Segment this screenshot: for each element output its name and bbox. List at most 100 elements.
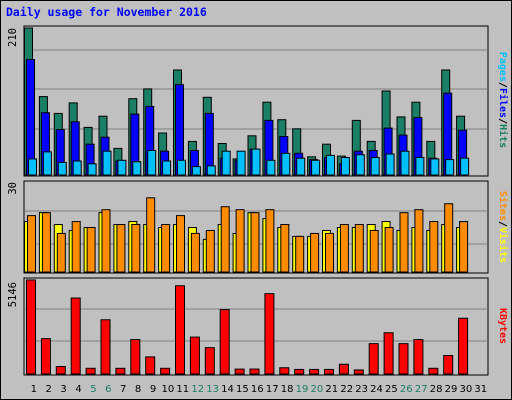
x-tick-label: 31 bbox=[474, 384, 487, 395]
pages-bar bbox=[221, 150, 231, 176]
x-tick-label: 29 bbox=[445, 384, 458, 395]
x-tick-label: 1 bbox=[31, 384, 37, 395]
kbytes-bar bbox=[264, 293, 275, 375]
sites-bar bbox=[250, 212, 260, 273]
x-tick-label: 24 bbox=[370, 384, 383, 395]
x-tick-label: 28 bbox=[430, 384, 443, 395]
x-tick-label: 16 bbox=[251, 384, 264, 395]
kbytes-bar bbox=[368, 343, 379, 375]
kbytes-bar bbox=[40, 338, 51, 375]
legend-label: KBytes bbox=[497, 308, 508, 344]
pages-bar bbox=[28, 158, 37, 176]
sites-bar bbox=[354, 224, 364, 273]
sites-bar bbox=[27, 215, 36, 273]
kbytes-bar bbox=[115, 367, 126, 375]
kbytes-bar bbox=[443, 355, 454, 375]
kbytes-bar bbox=[234, 368, 245, 375]
x-tick-label: 10 bbox=[162, 384, 175, 395]
pages-bar bbox=[57, 161, 67, 176]
sites-bar bbox=[429, 221, 439, 273]
kbytes-bar bbox=[279, 367, 290, 375]
sites-bar bbox=[176, 215, 185, 273]
sites-bar bbox=[101, 209, 111, 273]
sites-bar bbox=[86, 227, 96, 273]
kbytes-bar bbox=[100, 319, 111, 375]
pages-bar bbox=[72, 160, 82, 176]
sites-bar bbox=[41, 212, 51, 273]
x-tick-label: 13 bbox=[206, 384, 219, 395]
sites-bar bbox=[220, 206, 230, 273]
x-tick-label: 27 bbox=[415, 384, 428, 395]
pages-bar bbox=[87, 163, 97, 176]
sites-bar bbox=[71, 221, 81, 273]
pages-bar bbox=[42, 151, 52, 176]
pages-bar bbox=[445, 159, 455, 176]
pages-bar bbox=[400, 150, 410, 176]
legend-label: Pages/Files/Hits bbox=[497, 52, 509, 148]
kbytes-bar bbox=[324, 368, 334, 375]
pages-bar bbox=[370, 157, 380, 176]
y-max-label: 5146 bbox=[7, 282, 19, 307]
kbytes-bar bbox=[309, 368, 320, 375]
x-tick-label: 3 bbox=[60, 384, 66, 395]
pages-bar bbox=[102, 150, 112, 176]
sites-bar bbox=[265, 209, 275, 273]
sites-bar bbox=[310, 232, 320, 273]
sites-bar bbox=[399, 212, 409, 273]
pages-bar bbox=[460, 157, 470, 176]
pages-bar bbox=[355, 154, 365, 176]
sites-bar bbox=[116, 224, 126, 273]
sites-bar bbox=[235, 209, 245, 273]
chart-title: Daily usage for November 2016 bbox=[6, 5, 207, 19]
x-tick-label: 14 bbox=[221, 384, 234, 395]
pages-bar bbox=[251, 148, 261, 176]
sites-bar bbox=[339, 224, 349, 273]
pages-bar bbox=[311, 159, 321, 176]
x-tick-label: 18 bbox=[281, 384, 294, 395]
pages-bar bbox=[430, 158, 440, 176]
kbytes-bar bbox=[458, 317, 469, 375]
kbytes-bar bbox=[26, 279, 36, 375]
pages-bar bbox=[281, 152, 291, 176]
sites-bar bbox=[295, 235, 305, 273]
sites-bar bbox=[459, 221, 469, 273]
sites-bar bbox=[444, 203, 454, 273]
pages-bar bbox=[206, 165, 216, 176]
sites-bar bbox=[414, 209, 424, 273]
sites-bar bbox=[131, 224, 141, 273]
kbytes-bar bbox=[204, 347, 215, 375]
sites-bar bbox=[146, 197, 156, 273]
x-tick-label: 19 bbox=[296, 384, 309, 395]
x-tick-label: 5 bbox=[90, 384, 96, 395]
pages-bar bbox=[236, 150, 246, 176]
pages-bar bbox=[385, 153, 395, 176]
x-tick-label: 2 bbox=[46, 384, 52, 395]
kbytes-bar bbox=[85, 367, 96, 375]
kbytes-bar bbox=[160, 367, 171, 375]
sites-bar bbox=[280, 224, 290, 273]
x-tick-label: 8 bbox=[135, 384, 141, 395]
files-bar bbox=[26, 59, 35, 176]
kbytes-bar bbox=[249, 368, 260, 375]
sites-bar bbox=[190, 232, 200, 273]
x-tick-label: 25 bbox=[385, 384, 398, 395]
pages-bar bbox=[177, 159, 186, 176]
kbytes-bar bbox=[353, 369, 364, 375]
kbytes-bar bbox=[338, 363, 349, 375]
kbytes-bar bbox=[294, 368, 305, 375]
x-tick-label: 7 bbox=[120, 384, 126, 395]
kbytes-bar bbox=[130, 339, 141, 375]
x-tick-label: 21 bbox=[325, 384, 338, 395]
kbytes-bar bbox=[428, 367, 439, 375]
kbytes-bar bbox=[413, 339, 424, 375]
x-tick-label: 30 bbox=[460, 384, 473, 395]
x-tick-label: 4 bbox=[75, 384, 81, 395]
x-tick-label: 26 bbox=[400, 384, 413, 395]
pages-bar bbox=[340, 157, 350, 176]
pages-bar bbox=[326, 154, 335, 176]
pages-bar bbox=[191, 166, 201, 176]
x-tick-label: 20 bbox=[311, 384, 324, 395]
pages-bar bbox=[296, 157, 306, 176]
sites-bar bbox=[205, 229, 215, 273]
x-tick-label: 11 bbox=[176, 384, 189, 395]
